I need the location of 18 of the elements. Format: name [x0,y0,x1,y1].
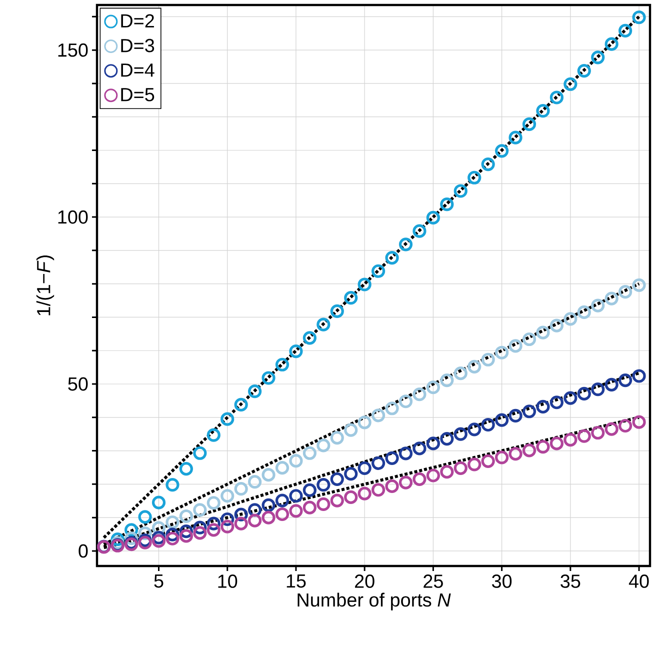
x-tick-label: 25 [424,574,443,588]
y-tick-label: 50 [68,377,88,391]
x-tick-label: 40 [628,574,649,588]
y-axis-title: 1/(1−F) [36,255,54,316]
x-tick-label: 30 [492,574,512,588]
legend-label: D=4 [121,64,154,77]
x-axis-title: Number of ports N [298,592,451,610]
x-tick-label: 15 [286,574,306,588]
x-tick-label: 5 [154,574,164,588]
legend-label: D=5 [121,88,154,102]
x-tick-label: 35 [560,574,580,588]
x-tick-label: 10 [218,574,238,588]
y-tick-label: 150 [58,43,88,57]
x-tick-label: 20 [355,574,374,588]
y-tick-label: 100 [58,210,88,224]
y-tick-label: 0 [78,544,88,558]
legend-label: D=2 [121,14,154,28]
legend-label: D=3 [121,38,154,52]
